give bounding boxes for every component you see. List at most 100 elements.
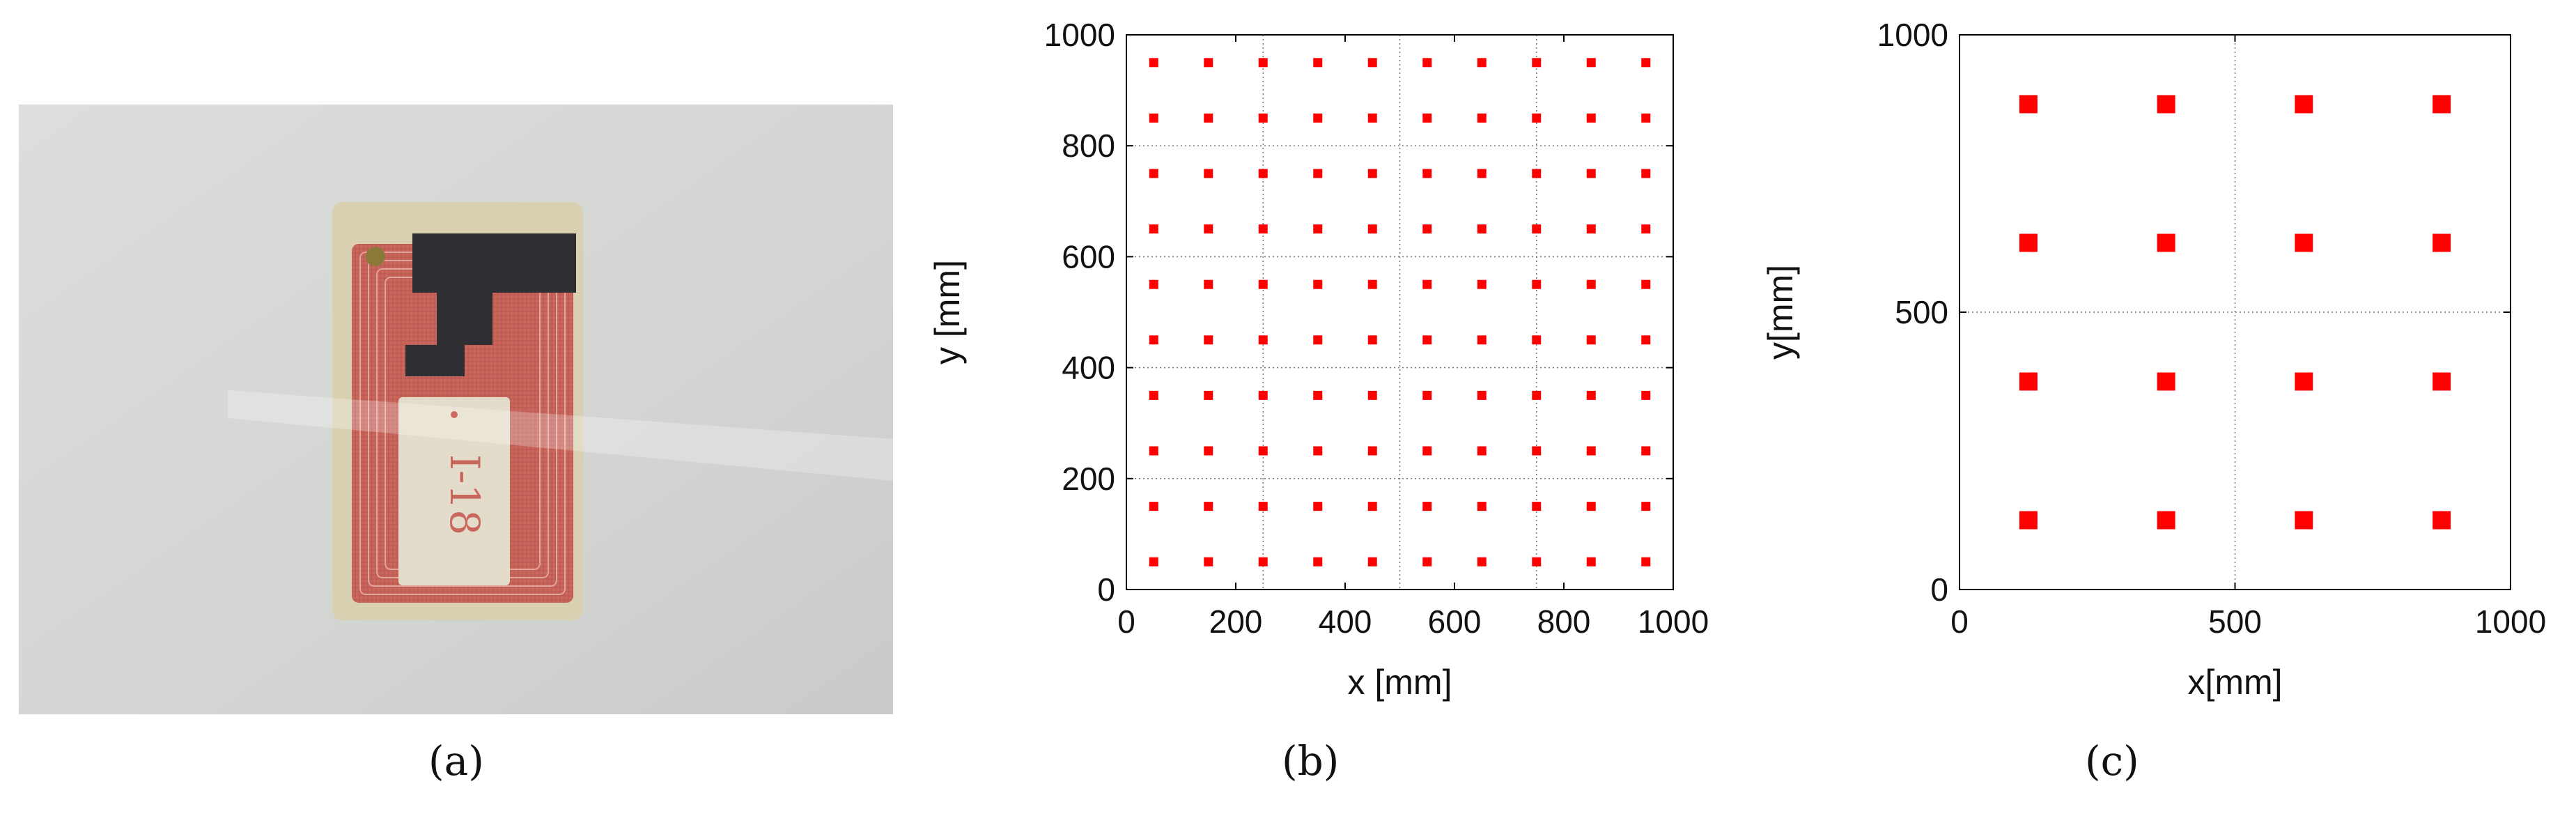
tag-label-area	[398, 397, 510, 585]
x-tick-label: 200	[1209, 603, 1263, 640]
data-point	[1313, 446, 1323, 456]
panel-label-c: (c)	[2085, 737, 2139, 785]
data-point	[1204, 279, 1213, 289]
data-point	[1641, 224, 1651, 234]
data-point	[1149, 113, 1158, 123]
data-point	[1477, 224, 1487, 234]
data-point	[1313, 335, 1323, 345]
data-point	[1258, 557, 1268, 567]
data-point	[1367, 446, 1377, 456]
data-point	[1422, 279, 1432, 289]
data-point	[1149, 502, 1158, 511]
data-point	[1204, 446, 1213, 456]
data-point	[1313, 390, 1323, 400]
data-point	[1367, 502, 1377, 511]
data-point	[1532, 279, 1542, 289]
x-tick-label: 1000	[2475, 603, 2546, 640]
data-point	[2295, 372, 2313, 391]
data-point	[2295, 233, 2313, 252]
red-mark	[451, 411, 458, 418]
data-point	[2157, 372, 2175, 391]
data-point	[1149, 58, 1158, 68]
chart-c-ticks: 0 500 1000 0 500 1000	[1877, 17, 2547, 640]
data-point	[1149, 169, 1158, 178]
data-point	[2157, 95, 2175, 114]
data-point	[1367, 279, 1377, 289]
y-tick-label: 1000	[1044, 17, 1115, 53]
data-point	[1258, 169, 1268, 178]
data-point	[1477, 446, 1487, 456]
data-point	[1477, 502, 1487, 511]
data-point	[1532, 113, 1542, 123]
data-point	[1477, 335, 1487, 345]
data-point	[1586, 502, 1596, 511]
data-point	[1149, 446, 1158, 456]
data-point	[1477, 279, 1487, 289]
y-tick-label: 500	[1895, 294, 1948, 330]
data-point	[1149, 390, 1158, 400]
data-point	[2295, 95, 2313, 114]
chart-b-grid	[1126, 35, 1673, 590]
data-point	[1204, 169, 1213, 178]
data-point	[1586, 446, 1596, 456]
data-point	[1204, 335, 1213, 345]
x-tick-label: 1000	[1638, 603, 1709, 640]
panel-label-b: (b)	[1282, 737, 1340, 785]
y-tick-label: 200	[1062, 461, 1115, 497]
y-tick-label: 1000	[1877, 17, 1948, 53]
data-point	[1313, 279, 1323, 289]
data-point	[1422, 390, 1432, 400]
data-point	[1641, 279, 1651, 289]
chart-b-ticks: 0 200 400 600 800 1000 0 200 400 600 800 1000	[1044, 17, 1709, 640]
data-point	[1204, 58, 1213, 68]
data-point	[2433, 511, 2451, 530]
data-point	[1641, 113, 1651, 123]
chip-metal-pad	[405, 233, 576, 376]
data-point	[1586, 58, 1596, 68]
x-tick-label: 0	[1117, 603, 1135, 640]
data-point	[1258, 58, 1268, 68]
rfid-tag-photo: I-18	[19, 105, 893, 714]
contact-dot	[366, 247, 385, 266]
x-tick-label: 600	[1428, 603, 1482, 640]
data-point	[1313, 557, 1323, 567]
chart-b-frame	[1126, 34, 1674, 590]
data-point	[1149, 224, 1158, 234]
panel-label-a: (a)	[428, 737, 484, 785]
data-point	[1204, 390, 1213, 400]
data-point	[1586, 390, 1596, 400]
data-point	[1477, 169, 1487, 178]
y-tick-label: 800	[1062, 128, 1115, 164]
data-point	[1422, 169, 1432, 178]
data-point	[1641, 502, 1651, 511]
data-point	[1477, 390, 1487, 400]
data-point	[1204, 113, 1213, 123]
data-point	[1258, 335, 1268, 345]
data-point	[1532, 502, 1542, 511]
data-point	[1532, 557, 1542, 567]
data-point	[1313, 58, 1323, 68]
data-point	[1586, 335, 1596, 345]
data-point	[2019, 511, 2038, 530]
data-point	[1532, 224, 1542, 234]
data-point	[1258, 113, 1268, 123]
data-point	[1204, 224, 1213, 234]
x-tick-label: 800	[1537, 603, 1591, 640]
chart-c-grid	[1960, 35, 2511, 590]
data-point	[1422, 557, 1432, 567]
glare	[228, 390, 893, 481]
data-point	[1586, 557, 1596, 567]
chart-b-xlabel: x [mm]	[1348, 663, 1452, 702]
data-point	[1641, 557, 1651, 567]
data-point	[1367, 169, 1377, 178]
data-point	[1586, 113, 1596, 123]
data-point	[1313, 224, 1323, 234]
data-point	[1641, 390, 1651, 400]
y-tick-label: 0	[1930, 571, 1948, 608]
chart-c-ylabel: y[mm]	[1761, 265, 1800, 360]
data-point	[1149, 557, 1158, 567]
data-point	[1313, 502, 1323, 511]
data-point	[1422, 335, 1432, 345]
data-point	[1422, 446, 1432, 456]
data-point	[1313, 169, 1323, 178]
